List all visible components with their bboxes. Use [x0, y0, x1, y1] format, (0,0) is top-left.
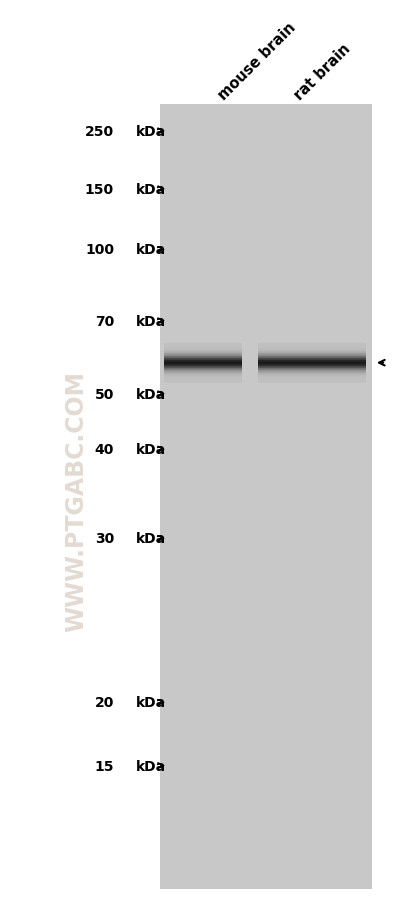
Text: kDa: kDa — [136, 388, 166, 401]
Text: 100: 100 — [85, 244, 114, 257]
Text: kDa: kDa — [136, 124, 166, 139]
Text: 50: 50 — [95, 388, 114, 401]
Text: 40: 40 — [95, 443, 114, 456]
Text: kDa: kDa — [136, 443, 166, 456]
Text: kDa: kDa — [136, 315, 166, 328]
Text: 30: 30 — [95, 531, 114, 546]
Text: WWW.PTGABC.COM: WWW.PTGABC.COM — [64, 371, 88, 631]
Text: kDa: kDa — [136, 695, 166, 710]
Text: kDa: kDa — [136, 759, 166, 773]
Text: kDa: kDa — [136, 531, 166, 546]
Text: 250: 250 — [85, 124, 114, 139]
Text: kDa: kDa — [136, 244, 166, 257]
Text: 15: 15 — [94, 759, 114, 773]
Text: 70: 70 — [95, 315, 114, 328]
Text: rat brain: rat brain — [291, 41, 353, 103]
Bar — [160, 105, 372, 888]
Text: kDa: kDa — [136, 182, 166, 197]
Text: mouse brain: mouse brain — [215, 20, 298, 103]
Text: 20: 20 — [95, 695, 114, 710]
Text: 150: 150 — [85, 182, 114, 197]
